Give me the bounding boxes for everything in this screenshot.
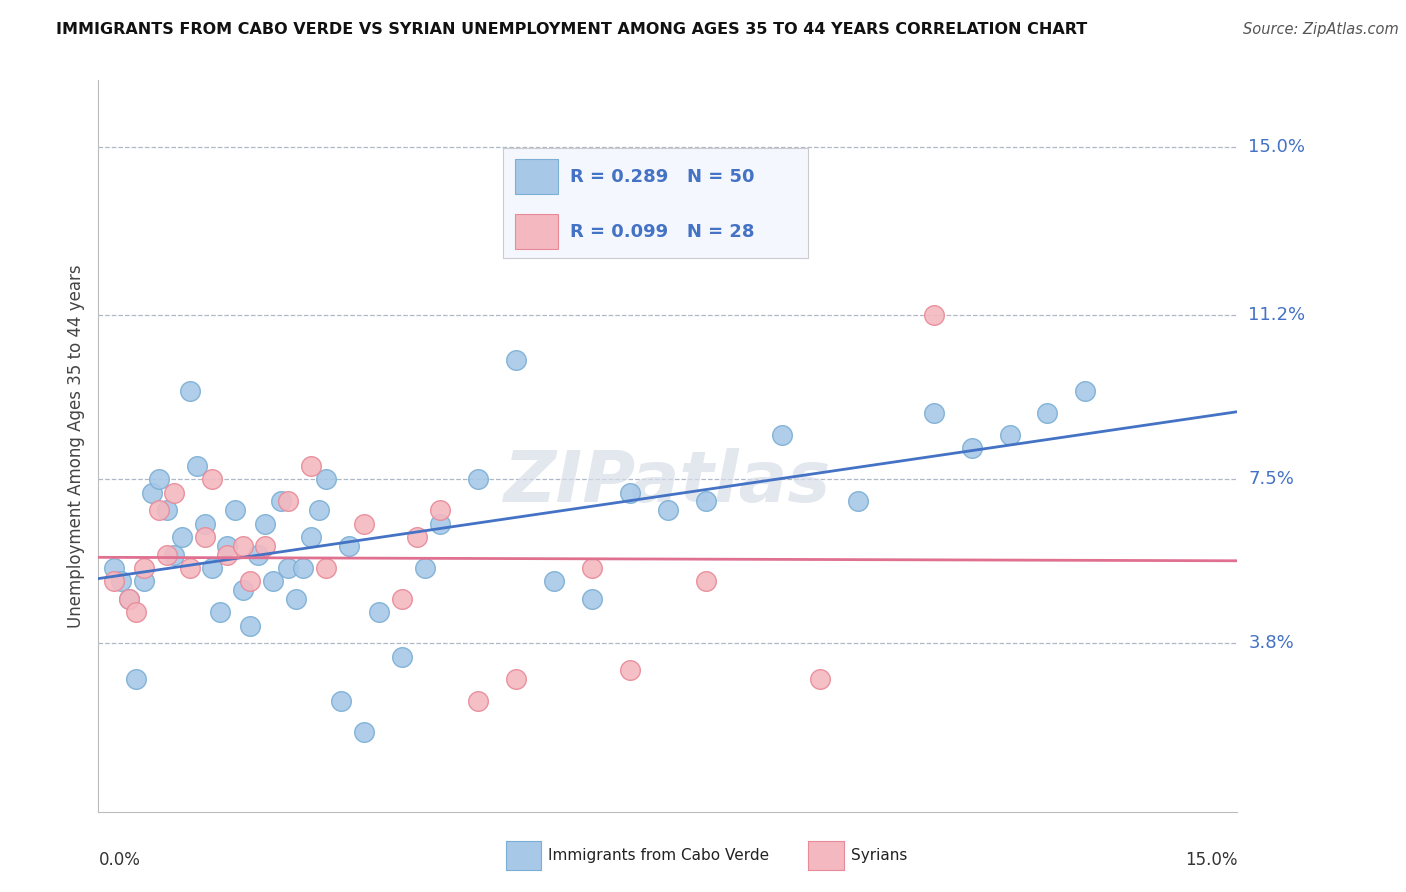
Point (156, 503, 179, 517)
Point (125, 605, 148, 619)
Point (148, 472, 170, 486)
Point (695, 574, 717, 589)
Text: 7.5%: 7.5% (1249, 470, 1295, 488)
Point (505, 352, 527, 367)
Point (208, 605, 231, 619)
Point (315, 561, 337, 575)
Point (413, 561, 436, 575)
Point (224, 503, 246, 517)
Point (581, 561, 603, 575)
Point (163, 548, 186, 562)
Text: 11.2%: 11.2% (1249, 306, 1306, 324)
Point (179, 384, 201, 398)
Point (201, 472, 224, 486)
Text: IMMIGRANTS FROM CABO VERDE VS SYRIAN UNEMPLOYMENT AMONG AGES 35 TO 44 YEARS CORR: IMMIGRANTS FROM CABO VERDE VS SYRIAN UNE… (56, 22, 1087, 37)
Text: Source: ZipAtlas.com: Source: ZipAtlas.com (1243, 22, 1399, 37)
Point (315, 472, 337, 486)
Point (922, 308, 945, 322)
Point (254, 516, 277, 531)
Point (201, 561, 224, 575)
Text: Immigrants from Cabo Verde: Immigrants from Cabo Verde (548, 848, 769, 863)
Point (156, 548, 179, 562)
Text: 0.0%: 0.0% (98, 851, 141, 869)
Point (148, 503, 170, 517)
Point (391, 591, 413, 606)
Point (846, 494, 869, 508)
Point (581, 591, 603, 606)
Point (770, 428, 793, 442)
Point (270, 494, 292, 508)
Point (284, 591, 307, 606)
Point (232, 539, 254, 553)
Text: 3.8%: 3.8% (1249, 634, 1294, 652)
Point (232, 583, 254, 598)
Point (194, 530, 217, 544)
Point (186, 458, 208, 473)
Point (179, 561, 201, 575)
Point (1036, 406, 1059, 420)
Point (543, 574, 565, 589)
Point (239, 618, 262, 632)
Point (308, 503, 330, 517)
Point (118, 591, 141, 606)
Point (217, 539, 239, 553)
Point (695, 494, 717, 508)
Point (103, 574, 125, 589)
Point (353, 516, 375, 531)
Bar (515, 160, 558, 194)
Point (467, 472, 489, 486)
Point (337, 539, 360, 553)
Point (619, 485, 641, 500)
Y-axis label: Unemployment Among Ages 35 to 44 years: Unemployment Among Ages 35 to 44 years (66, 264, 84, 628)
Point (170, 530, 193, 544)
Text: Syrians: Syrians (851, 848, 907, 863)
Point (292, 561, 315, 575)
Point (1074, 384, 1097, 398)
Point (330, 694, 353, 708)
Text: ZIPatlas: ZIPatlas (505, 448, 831, 517)
Point (103, 561, 125, 575)
Point (299, 458, 322, 473)
Point (132, 561, 155, 575)
Point (110, 574, 132, 589)
Point (429, 503, 451, 517)
Point (922, 406, 945, 420)
Point (368, 605, 391, 619)
Point (277, 561, 299, 575)
Point (277, 494, 299, 508)
Point (254, 539, 277, 553)
Point (406, 530, 429, 544)
Point (262, 574, 284, 589)
Point (141, 485, 163, 500)
Point (391, 649, 413, 664)
Text: R = 0.289   N = 50: R = 0.289 N = 50 (569, 168, 754, 186)
Text: R = 0.099   N = 28: R = 0.099 N = 28 (569, 223, 754, 241)
Point (467, 694, 489, 708)
Text: 15.0%: 15.0% (1185, 851, 1237, 869)
Point (194, 516, 217, 531)
Text: 15.0%: 15.0% (1249, 137, 1305, 156)
Point (960, 441, 983, 455)
Point (429, 516, 451, 531)
Point (505, 672, 527, 686)
Point (239, 574, 262, 589)
Point (299, 530, 322, 544)
Point (163, 485, 186, 500)
Point (132, 574, 155, 589)
Point (246, 548, 269, 562)
Point (125, 672, 148, 686)
Point (657, 503, 679, 517)
Point (619, 663, 641, 677)
Point (998, 428, 1021, 442)
Point (118, 591, 141, 606)
Point (808, 672, 831, 686)
Point (353, 725, 375, 739)
Point (217, 548, 239, 562)
Bar (515, 214, 558, 250)
